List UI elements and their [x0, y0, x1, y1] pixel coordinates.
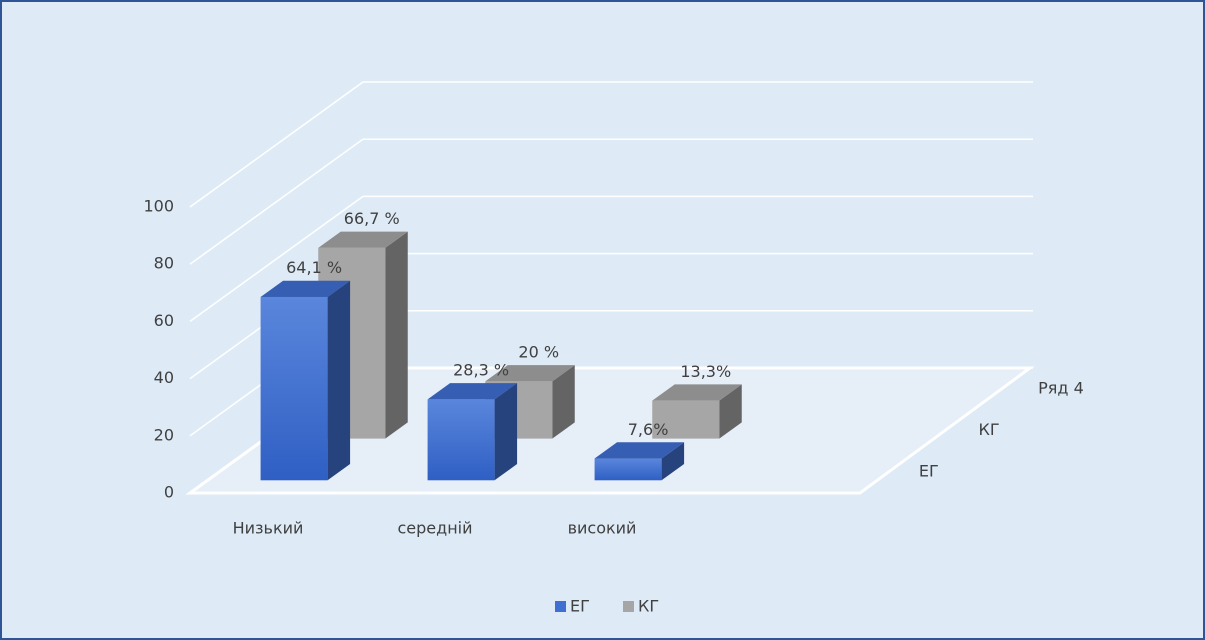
data-label: 7,6%: [628, 420, 669, 439]
bar-top: [318, 231, 408, 248]
x-tick-label: високий: [568, 519, 637, 538]
y-tick-label: 40: [154, 368, 174, 387]
legend-swatch: [555, 601, 566, 612]
bar-top: [652, 384, 742, 401]
bar-side: [327, 280, 351, 481]
bar-top: [427, 383, 518, 400]
bar-top: [594, 442, 685, 459]
y-tick-label: 60: [154, 311, 174, 330]
x-tick-label: Низький: [233, 519, 304, 538]
data-label: 20 %: [518, 343, 559, 362]
grid-line: [189, 81, 364, 208]
bar-side: [719, 384, 742, 439]
depth-label: КГ: [979, 420, 1000, 439]
legend-label: КГ: [638, 597, 659, 616]
y-tick-label: 20: [154, 425, 174, 444]
data-label: 13,3%: [680, 362, 731, 381]
grid-line: [189, 138, 364, 265]
x-tick-label: середній: [397, 519, 472, 538]
bar-side: [552, 365, 575, 439]
y-tick-label: 0: [164, 483, 174, 502]
depth-label: Ряд 4: [1038, 378, 1084, 397]
grid-line: [189, 195, 364, 323]
bar: [652, 400, 720, 439]
bar: [260, 296, 328, 481]
y-tick-label: 100: [143, 197, 174, 216]
bar: [594, 458, 662, 481]
bar-side: [385, 231, 408, 439]
data-label: 28,3 %: [453, 361, 509, 380]
bar-top: [260, 280, 351, 297]
bar: [427, 399, 495, 481]
bar-side: [494, 383, 518, 481]
depth-label: ЕГ: [919, 462, 939, 481]
data-label: 66,7 %: [344, 209, 400, 228]
legend-label: ЕГ: [570, 597, 590, 616]
data-label: 64,1 %: [286, 258, 342, 277]
legend-swatch: [623, 601, 634, 612]
bar-top: [485, 365, 575, 382]
bar-side: [661, 442, 685, 481]
y-tick-label: 80: [154, 254, 174, 273]
